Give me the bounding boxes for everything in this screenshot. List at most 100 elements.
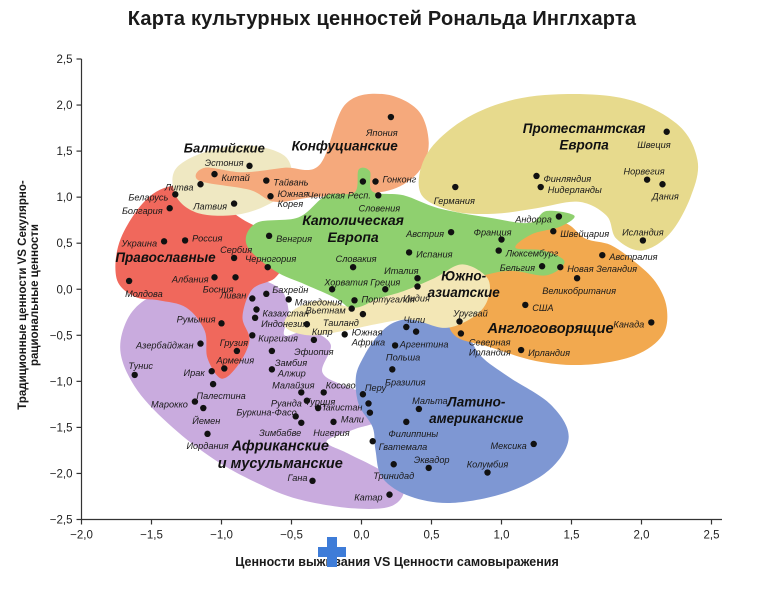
country-dot bbox=[349, 263, 357, 271]
y-tick-label: 0,0 bbox=[57, 284, 73, 296]
country-label: Македония bbox=[295, 297, 343, 307]
country-label: Нидерланды bbox=[548, 185, 602, 195]
country-dot bbox=[233, 347, 241, 355]
x-tick-label: 0,5 bbox=[424, 530, 440, 542]
country-dot bbox=[267, 193, 274, 200]
country-dot bbox=[557, 263, 564, 271]
country-label: Малайзия bbox=[272, 380, 315, 390]
country-label: Япония bbox=[365, 128, 398, 138]
country-label: Бразилия bbox=[385, 377, 426, 387]
country-dot bbox=[573, 274, 581, 282]
country-dot bbox=[263, 177, 270, 184]
country-label: Тайвань bbox=[273, 178, 308, 188]
country-dot bbox=[303, 321, 311, 328]
x-tick-label: 1,0 bbox=[494, 530, 510, 542]
country-dot bbox=[414, 274, 421, 282]
country-label: Зимбабве bbox=[259, 428, 301, 438]
country-dot bbox=[181, 237, 189, 244]
region-label-latin: Латино-американские bbox=[429, 395, 524, 427]
country-label: Армения bbox=[215, 355, 254, 365]
country-label: Италия bbox=[384, 266, 418, 276]
country-label: Беларусь bbox=[128, 192, 168, 202]
country-label: Босния bbox=[203, 284, 234, 294]
country-dot bbox=[285, 296, 292, 303]
y-tick-label: 0,5 bbox=[57, 238, 73, 250]
country-dot bbox=[191, 398, 199, 405]
country-dot bbox=[263, 290, 270, 298]
region-label-english: Англоговорящие bbox=[486, 321, 613, 337]
y-tick-label: 1,5 bbox=[57, 146, 73, 158]
country-label: Украина bbox=[120, 238, 157, 248]
country-label: Швейцария bbox=[560, 229, 609, 239]
country-label: Болгария bbox=[122, 206, 163, 216]
country-label: Испания bbox=[416, 249, 452, 259]
region-blob-latin bbox=[355, 316, 569, 504]
y-tick-label: −0,5 bbox=[50, 330, 73, 342]
country-dot bbox=[160, 238, 168, 245]
y-tick-label: −1,5 bbox=[50, 422, 73, 434]
region-blob-protestant bbox=[418, 93, 699, 251]
region-blob-african bbox=[120, 277, 405, 509]
country-dot bbox=[200, 404, 207, 412]
country-dot bbox=[253, 306, 260, 313]
country-dot bbox=[412, 328, 420, 335]
country-label: Индонезия bbox=[261, 319, 307, 329]
country-label: Китай bbox=[222, 173, 250, 183]
country-label: Ирак bbox=[184, 368, 206, 378]
country-label: Йемен bbox=[192, 415, 220, 426]
country-label: Тринидад bbox=[373, 471, 414, 481]
country-dot bbox=[414, 283, 421, 290]
country-label: Эстония bbox=[205, 158, 244, 168]
country-dot bbox=[309, 477, 316, 485]
country-dot bbox=[495, 247, 502, 254]
country-dot bbox=[208, 368, 215, 375]
country-dot bbox=[447, 228, 455, 236]
country-label: Албания bbox=[171, 274, 209, 284]
country-label: Финляндия bbox=[544, 174, 592, 184]
country-label: Польша bbox=[386, 352, 420, 362]
country-label: Ливан bbox=[219, 290, 246, 300]
region-label-catholic: Католическая Европа bbox=[302, 212, 404, 245]
country-label: Перу bbox=[365, 383, 388, 393]
country-label: Казахстан bbox=[263, 309, 309, 319]
country-dot bbox=[251, 314, 259, 322]
country-label: Литва bbox=[164, 182, 194, 192]
country-label: Чешская Респ. bbox=[307, 190, 371, 200]
country-label: Греция bbox=[370, 277, 400, 287]
country-dot bbox=[403, 418, 410, 426]
x-tick-label: 2,0 bbox=[634, 530, 650, 542]
x-tick-label: −1,5 bbox=[140, 530, 163, 542]
country-dot bbox=[298, 419, 305, 426]
country-label: Таиланд bbox=[323, 318, 359, 328]
region-label-southasian: Южно-азиатские bbox=[428, 268, 501, 300]
country-dot bbox=[452, 183, 459, 191]
country-label: Дания bbox=[651, 191, 679, 201]
country-dot bbox=[484, 469, 491, 476]
country-dot bbox=[320, 389, 327, 396]
country-label: Северная Ирландия bbox=[469, 337, 511, 357]
country-dot bbox=[230, 254, 238, 262]
country-dot bbox=[197, 340, 204, 347]
y-tick-label: −2,0 bbox=[50, 468, 73, 480]
country-label: Швеция bbox=[637, 140, 671, 150]
country-label: Бахрейн bbox=[272, 285, 308, 295]
country-dot bbox=[211, 274, 218, 281]
country-dot bbox=[555, 213, 563, 220]
x-tick-label: 0,0 bbox=[354, 530, 370, 542]
country-label: Австралия bbox=[608, 252, 657, 262]
country-dot bbox=[382, 286, 389, 293]
country-dot bbox=[659, 181, 666, 188]
country-dot bbox=[386, 491, 393, 498]
country-dot bbox=[314, 404, 322, 412]
country-dot bbox=[387, 113, 395, 121]
country-dot bbox=[639, 237, 647, 244]
country-dot bbox=[359, 310, 367, 318]
country-label: Молдова bbox=[125, 289, 163, 299]
country-dot bbox=[366, 409, 374, 416]
country-dot bbox=[389, 366, 396, 373]
country-dot bbox=[372, 178, 379, 185]
country-dot bbox=[204, 430, 211, 438]
country-dot bbox=[292, 413, 299, 420]
country-label: Германия bbox=[434, 196, 475, 206]
